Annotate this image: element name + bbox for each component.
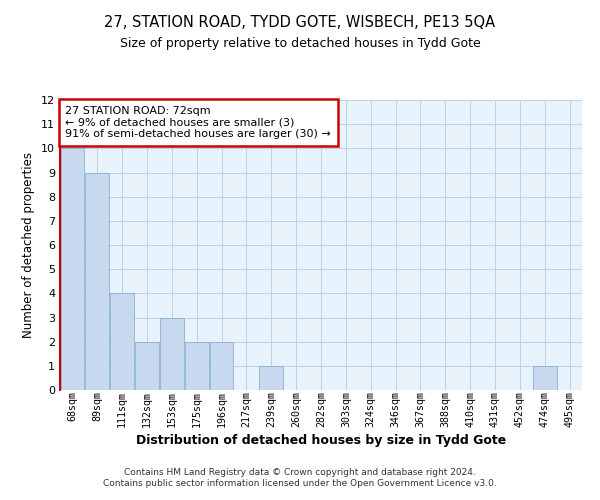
Bar xyxy=(160,318,184,390)
Bar xyxy=(85,172,109,390)
X-axis label: Distribution of detached houses by size in Tydd Gote: Distribution of detached houses by size … xyxy=(136,434,506,448)
Text: 27, STATION ROAD, TYDD GOTE, WISBECH, PE13 5QA: 27, STATION ROAD, TYDD GOTE, WISBECH, PE… xyxy=(104,15,496,30)
Text: Size of property relative to detached houses in Tydd Gote: Size of property relative to detached ho… xyxy=(119,38,481,51)
Bar xyxy=(110,294,134,390)
Text: Contains HM Land Registry data © Crown copyright and database right 2024.
Contai: Contains HM Land Registry data © Crown c… xyxy=(103,468,497,487)
Bar xyxy=(185,342,209,390)
Bar xyxy=(61,148,84,390)
Bar xyxy=(259,366,283,390)
Y-axis label: Number of detached properties: Number of detached properties xyxy=(22,152,35,338)
Text: 27 STATION ROAD: 72sqm
← 9% of detached houses are smaller (3)
91% of semi-detac: 27 STATION ROAD: 72sqm ← 9% of detached … xyxy=(65,106,331,139)
Bar xyxy=(135,342,159,390)
Bar xyxy=(210,342,233,390)
Bar xyxy=(533,366,557,390)
